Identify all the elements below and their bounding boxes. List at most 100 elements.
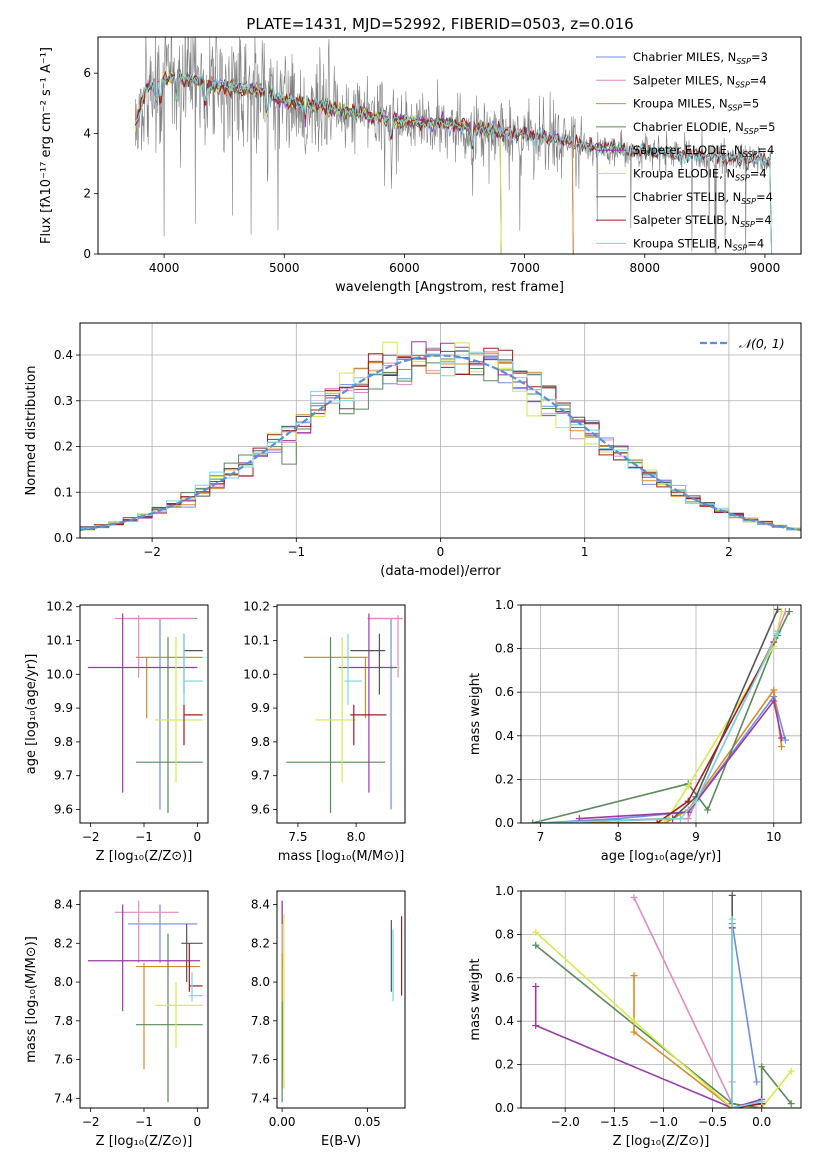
series-marker [684, 782, 692, 790]
series-salpeter-elodie [575, 697, 786, 823]
series-kroupa-stelib [728, 915, 766, 1108]
series-kroupa-miles [536, 686, 786, 823]
series-marker [532, 982, 540, 990]
y-tick-label: 2 [83, 187, 91, 201]
series-kroupa-stelib [536, 629, 782, 823]
series-kroupa-elodie [536, 608, 786, 823]
y-tick-label: 0.4 [495, 1014, 514, 1028]
x-tick-label: 0 [194, 830, 202, 844]
y-tick-label: 7.6 [251, 1053, 270, 1067]
series-marker [630, 1017, 638, 1025]
panel-mass-vs-ebv: 0.00 0.05 7.4 7.6 7.8 8.0 8.2 8.4 E(B-V) [251, 890, 406, 1149]
series-marker [532, 941, 540, 949]
legend-label-chabrier-miles: Chabrier MILES, NSSP=3 [633, 50, 768, 66]
y-tick-label: 0.8 [495, 927, 514, 941]
y-tick-label: 9.9 [251, 701, 270, 715]
plot-area [281, 900, 403, 1103]
errorbar-kroupa-miles [136, 656, 203, 719]
y-axis-label: Normed distribution [24, 366, 39, 496]
series-salpeter-elodie [532, 982, 766, 1108]
series-line [540, 632, 779, 823]
errorbar-chabrier-elodie [136, 933, 203, 1103]
series-line [540, 694, 787, 823]
x-tick-label: −2 [143, 545, 161, 559]
x-tick-label: 2 [725, 545, 733, 559]
series-salpeter-miles [536, 608, 789, 823]
errorbar-salpeter-stelib [183, 704, 203, 746]
y-tick-label: 7.6 [54, 1053, 73, 1067]
y-tick-label: 0.1 [54, 485, 73, 499]
y-tick-label: 8.2 [54, 936, 73, 950]
axes-frame [520, 890, 802, 1109]
y-tick-label: 0.6 [495, 971, 514, 985]
residuals-legend: 𝒩(0, 1) [700, 336, 785, 351]
errorbar-kroupa-miles [303, 656, 368, 719]
errorbar-kroupa-elodie [154, 982, 203, 1048]
y-tick-label: 7.8 [251, 1014, 270, 1028]
series-marker [630, 972, 638, 980]
y-tick-label: 9.6 [54, 802, 73, 816]
x-tick-label: −1 [135, 830, 153, 844]
y-tick-label: 0.0 [54, 531, 73, 545]
series-line [731, 923, 758, 1108]
plot-area [532, 891, 795, 1108]
x-tick-label: −1.5 [600, 1115, 629, 1129]
x-tick-label: 0.0 [752, 1115, 771, 1129]
y-axis-label: mass weight [468, 958, 483, 1040]
series-line [540, 687, 783, 823]
y-tick-label: 8.0 [54, 975, 73, 989]
errorbar-salpeter-elodie [88, 613, 198, 793]
series-marker [774, 605, 782, 613]
axes-frame [276, 604, 406, 824]
y-tick-label: 4 [83, 126, 91, 140]
x-tick-label: 8000 [630, 261, 661, 275]
x-tick-label: 9000 [750, 261, 781, 275]
y-tick-label: 10.2 [46, 600, 73, 614]
errorbar-salpeter-miles [367, 615, 403, 678]
errorbar-kroupa-stelib [189, 972, 203, 1002]
axes-frame [79, 322, 802, 539]
y-tick-label: 0.6 [495, 685, 514, 699]
y-tick-label: 10.0 [243, 667, 270, 681]
y-tick-label: 0.4 [495, 729, 514, 743]
errorbar-kroupa-stelib [344, 633, 362, 705]
series-marker [778, 734, 786, 742]
y-tick-label: 0.2 [495, 1058, 514, 1072]
errorbar-kroupa-elodie [154, 637, 203, 783]
legend-label-kroupa-stelib: Kroupa STELIB, NSSP=4 [633, 236, 764, 252]
errorbar-salpeter-miles [114, 615, 195, 678]
series-chabrier-elodie [529, 608, 793, 823]
legend-label-salpeter-elodie: Salpeter ELODIE, NSSP=4 [633, 143, 774, 159]
x-axis-label: wavelength [Angstrom, rest frame] [335, 280, 564, 295]
y-tick-label: 0.2 [495, 772, 514, 786]
y-tick-label: 0.4 [54, 348, 73, 362]
x-axis-label: E(B-V) [321, 1134, 361, 1149]
series-marker [728, 1104, 736, 1108]
x-tick-label: −1.0 [649, 1115, 678, 1129]
model-spectrum-kroupa-stelib [134, 69, 773, 254]
series-marker [630, 1028, 638, 1036]
y-axis-label: Flux [fλ10⁻¹⁷ erg cm⁻² s⁻¹ A⁻¹] [39, 47, 54, 244]
y-tick-label: 8.2 [251, 936, 270, 950]
plot-area [88, 900, 203, 1103]
series-line [731, 895, 762, 1108]
axes-frame [79, 890, 209, 1109]
legend-label-chabrier-stelib: Chabrier STELIB, NSSP=4 [633, 190, 773, 206]
grid [521, 890, 801, 1109]
series-line [540, 611, 787, 823]
series-line [535, 931, 792, 1108]
x-tick-label: 1 [581, 545, 589, 559]
x-tick-label: 4000 [149, 261, 180, 275]
y-tick-label: 7.4 [251, 1091, 270, 1105]
y-tick-label: 6 [83, 66, 91, 80]
y-tick-label: 1.0 [495, 598, 514, 612]
plot-area [529, 605, 793, 823]
series-marker [758, 1063, 766, 1071]
x-tick-label: −2 [82, 1115, 100, 1129]
plot-area [286, 613, 403, 813]
y-tick-label: 8.0 [251, 975, 270, 989]
series-marker [778, 743, 786, 751]
y-tick-label: 1.0 [495, 884, 514, 898]
series-marker [774, 629, 782, 637]
series-line [540, 641, 775, 823]
